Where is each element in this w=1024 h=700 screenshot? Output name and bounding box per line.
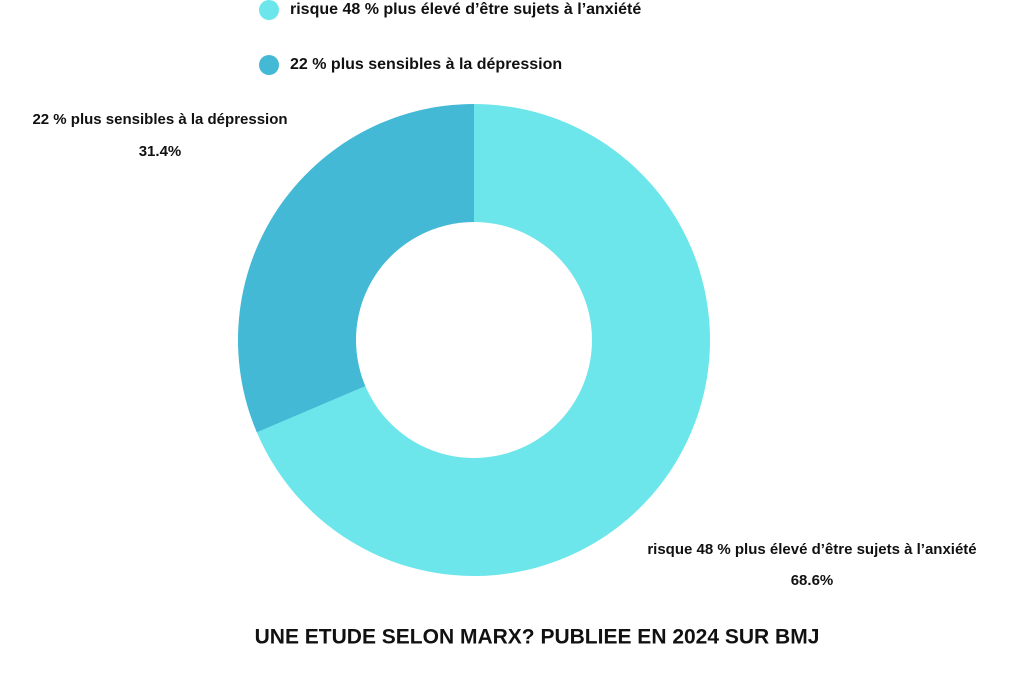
legend-marker: [259, 55, 279, 75]
donut-slice: [237, 104, 474, 433]
chart-title: UNE ETUDE SELON MARX? PUBLIEE EN 2024 SU…: [255, 626, 820, 649]
slice-label: risque 48 % plus élevé d’être sujets à l…: [647, 541, 976, 558]
slice-value-label: 68.6%: [791, 572, 834, 589]
legend-label: 22 % plus sensibles à la dépression: [290, 56, 562, 73]
legend-marker: [259, 0, 279, 20]
donut-slice: [256, 104, 711, 576]
slice-value-label: 31.4%: [139, 143, 182, 160]
slice-label: 22 % plus sensibles à la dépression: [32, 111, 287, 128]
legend-label: risque 48 % plus élevé d’être sujets à l…: [290, 1, 641, 18]
